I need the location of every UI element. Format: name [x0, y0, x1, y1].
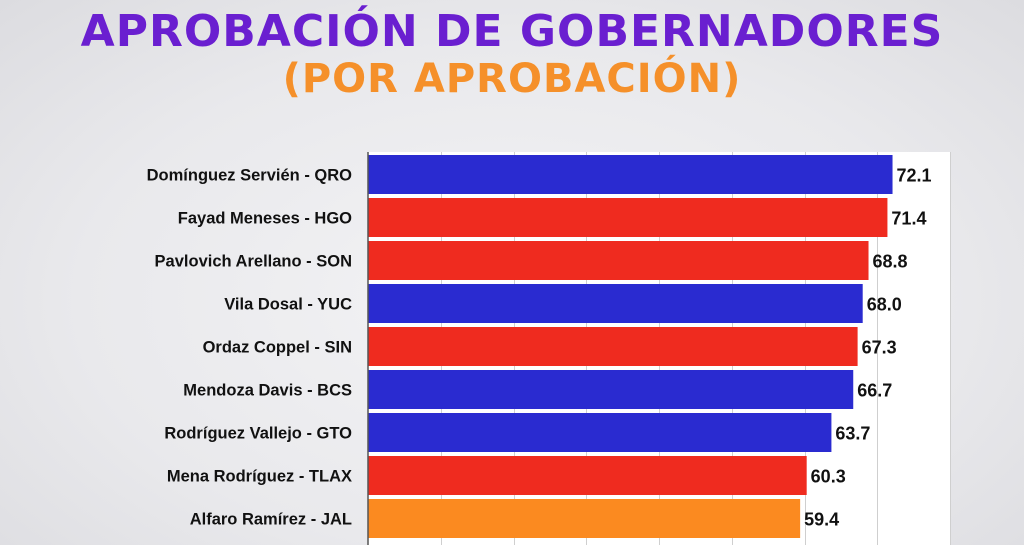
category-label: Ordaz Coppel - SIN	[203, 339, 352, 357]
data-label: 60.3	[811, 467, 846, 487]
data-label: 63.7	[835, 424, 870, 444]
bar	[368, 413, 832, 452]
category-label: Pavlovich Arellano - SON	[155, 253, 352, 271]
category-label: Alfaro Ramírez - JAL	[190, 511, 352, 529]
category-label: Vila Dosal - YUC	[224, 296, 352, 314]
category-label: Domínguez Servién - QRO	[147, 167, 353, 185]
data-label: 68.8	[873, 252, 908, 272]
chart-subtitle: (POR APROBACIÓN)	[282, 56, 742, 102]
bar	[368, 155, 893, 194]
category-label: Mena Rodríguez - TLAX	[167, 468, 352, 486]
bar	[368, 370, 854, 409]
data-label: 67.3	[862, 338, 897, 358]
chart-title: APROBACIÓN DE GOBERNADORES	[80, 6, 944, 57]
data-label: 59.4	[804, 510, 839, 530]
bars	[368, 155, 893, 538]
data-label: 66.7	[857, 381, 892, 401]
data-label: 71.4	[891, 209, 926, 229]
category-label: Rodríguez Vallejo - GTO	[164, 425, 352, 443]
bar	[368, 327, 858, 366]
data-label: 72.1	[897, 166, 932, 186]
bar	[368, 499, 801, 538]
bar	[368, 456, 807, 495]
data-label: 68.0	[867, 295, 902, 315]
bar	[368, 198, 888, 237]
category-label: Fayad Meneses - HGO	[178, 210, 352, 228]
bar	[368, 241, 869, 280]
bar	[368, 284, 863, 323]
category-label: Mendoza Davis - BCS	[183, 382, 352, 400]
value-labels: 72.1 71.4 68.8 68.0 67.3 66.7 63.7 60.3 59.4	[804, 166, 931, 530]
category-labels: Domínguez Servién - QRO Fayad Meneses - H…	[147, 167, 353, 529]
